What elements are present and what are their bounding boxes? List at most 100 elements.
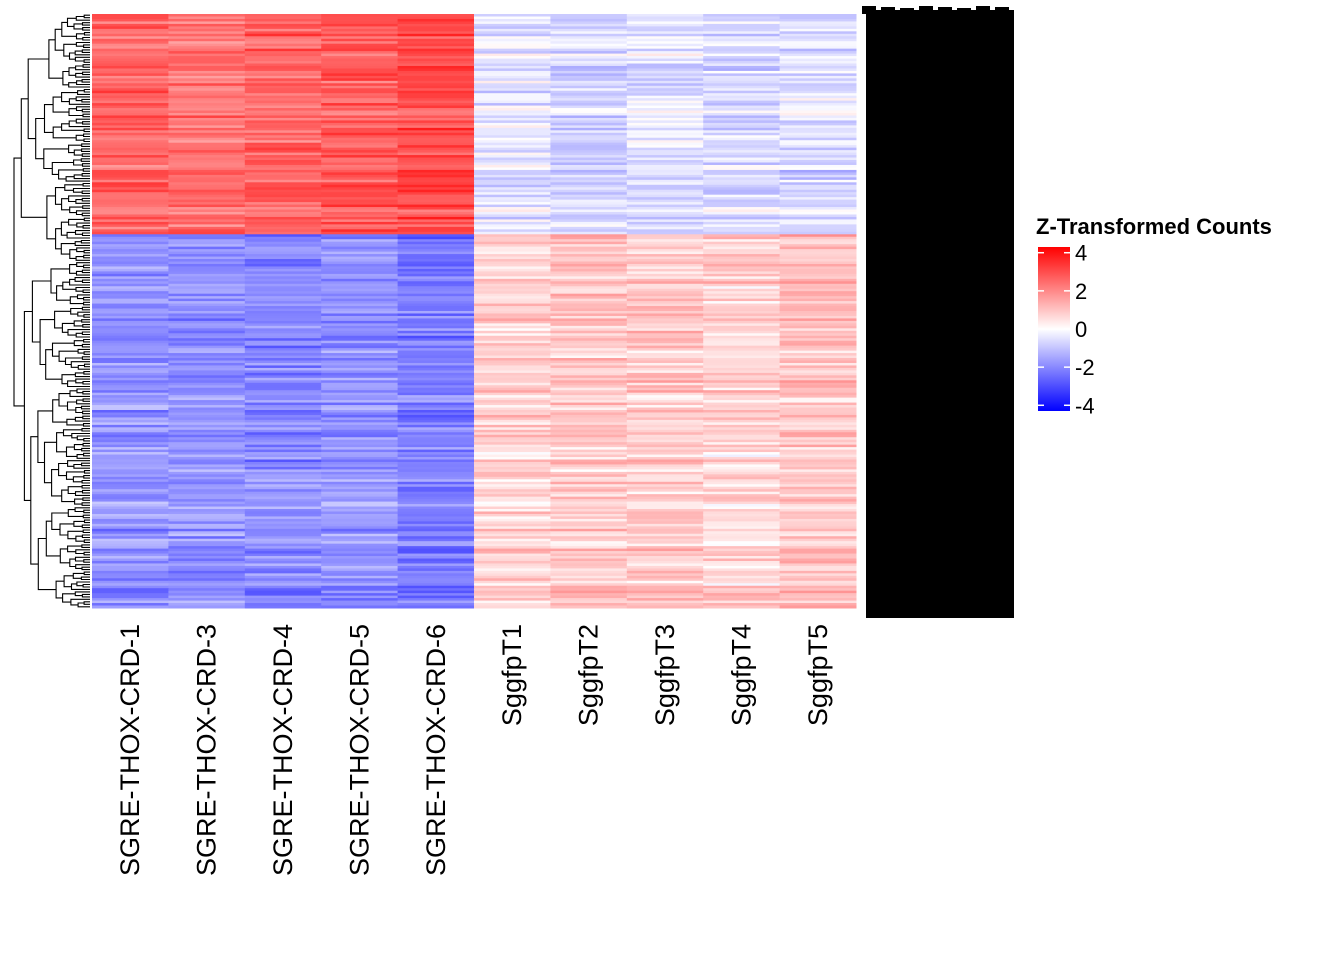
heatmap-cell — [397, 516, 475, 520]
heatmap-cell — [474, 551, 551, 555]
dendrogram-branch — [75, 286, 90, 292]
heatmap-cell — [474, 199, 551, 203]
heatmap-cell — [321, 18, 399, 22]
heatmap-cell — [779, 254, 857, 258]
heatmap-cell — [92, 14, 169, 17]
dendrogram-branch — [83, 551, 90, 556]
dendrogram-branch — [82, 380, 90, 385]
heatmap-cell — [779, 162, 857, 166]
heatmap-cell — [168, 48, 246, 52]
heatmap-cell — [321, 521, 399, 525]
dendrogram-branch — [46, 195, 56, 240]
heatmap-cell — [397, 380, 475, 384]
heatmap-cell — [244, 360, 322, 364]
heatmap-cell — [779, 457, 857, 461]
heatmap-cell — [703, 412, 781, 416]
dendrogram-branch — [75, 378, 90, 384]
dendrogram-branch — [68, 218, 85, 226]
heatmap-cell — [321, 33, 399, 37]
heatmap-cell — [626, 330, 704, 334]
heatmap-cell — [397, 335, 475, 339]
dendrogram-branch — [68, 195, 90, 203]
heatmap-cell — [321, 197, 399, 201]
heatmap-cell — [92, 315, 169, 319]
heatmap-cell — [397, 405, 475, 409]
heatmap-cell — [244, 348, 322, 352]
heatmap-cell — [474, 405, 551, 409]
heatmap-cell — [397, 598, 475, 602]
heatmap-cell — [168, 202, 246, 206]
heatmap-cell — [550, 36, 628, 40]
dendrogram-branch — [67, 460, 90, 467]
heatmap-cell — [703, 457, 781, 461]
heatmap-cell — [92, 605, 169, 609]
dendrogram-branch — [68, 67, 76, 76]
heatmap-cell — [244, 377, 322, 381]
heatmap-cell — [474, 419, 551, 423]
heatmap-cell — [626, 164, 704, 168]
heatmap-cell — [550, 325, 628, 329]
heatmap-cell — [321, 278, 399, 282]
dendrogram-branch — [75, 15, 90, 21]
heatmap-cell — [397, 325, 475, 329]
heatmap-cell — [474, 338, 551, 342]
heatmap-cell — [626, 301, 704, 305]
heatmap-cell — [779, 390, 857, 394]
heatmap-cell — [474, 26, 551, 30]
heatmap-cell — [474, 103, 551, 107]
heatmap-cell — [397, 511, 475, 515]
heatmap-cell — [244, 38, 322, 42]
heatmap-cell — [244, 31, 322, 35]
heatmap-cell — [626, 595, 704, 599]
heatmap-cell — [779, 400, 857, 404]
heatmap-cell — [474, 402, 551, 406]
heatmap-cell — [703, 212, 781, 215]
heatmap-cell — [626, 358, 704, 362]
heatmap-cell — [168, 330, 246, 334]
heatmap-cell — [168, 543, 246, 547]
heatmap-cell — [397, 417, 475, 421]
heatmap-cell — [244, 516, 322, 520]
heatmap-cell — [474, 412, 551, 416]
heatmap-cell — [321, 73, 399, 77]
heatmap-cell — [703, 323, 781, 327]
heatmap-cell — [779, 541, 857, 545]
heatmap-cell — [703, 377, 781, 381]
dendrogram-branch — [68, 52, 76, 60]
heatmap-cell — [779, 63, 857, 67]
heatmap-cell — [168, 286, 246, 290]
heatmap-cell — [703, 117, 781, 121]
heatmap-cell — [397, 194, 475, 198]
heatmap-cell — [397, 288, 475, 292]
heatmap-cell — [550, 147, 628, 151]
heatmap-cell — [550, 471, 628, 475]
heatmap-cell — [779, 226, 857, 230]
heatmap-cell — [244, 182, 322, 186]
heatmap-cell — [397, 578, 475, 582]
heatmap-cell — [626, 506, 704, 510]
heatmap-cell — [244, 551, 322, 555]
heatmap-cell — [321, 320, 399, 324]
heatmap-cell — [321, 365, 399, 369]
heatmap-cell — [92, 338, 169, 342]
heatmap-cell — [244, 479, 322, 483]
dendrogram-branch — [83, 509, 90, 514]
heatmap-cell — [550, 130, 628, 134]
heatmap-cell — [626, 271, 704, 275]
heatmap-cell — [397, 605, 475, 609]
heatmap-cell — [626, 41, 704, 45]
heatmap-cell — [397, 459, 475, 463]
heatmap-cell — [244, 155, 322, 159]
heatmap-cell — [474, 466, 551, 470]
heatmap-cell — [244, 286, 322, 290]
heatmap-cell — [321, 263, 399, 267]
heatmap-cell — [474, 523, 551, 527]
heatmap-cell — [474, 558, 551, 562]
heatmap-cell — [168, 370, 246, 374]
heatmap-cell — [168, 605, 246, 609]
heatmap-cell — [626, 209, 704, 213]
heatmap-cell — [321, 147, 399, 151]
heatmap-cell — [550, 293, 628, 297]
column-label: SGRE-THOX-CRD-5 — [344, 624, 374, 876]
heatmap-cell — [779, 521, 857, 525]
